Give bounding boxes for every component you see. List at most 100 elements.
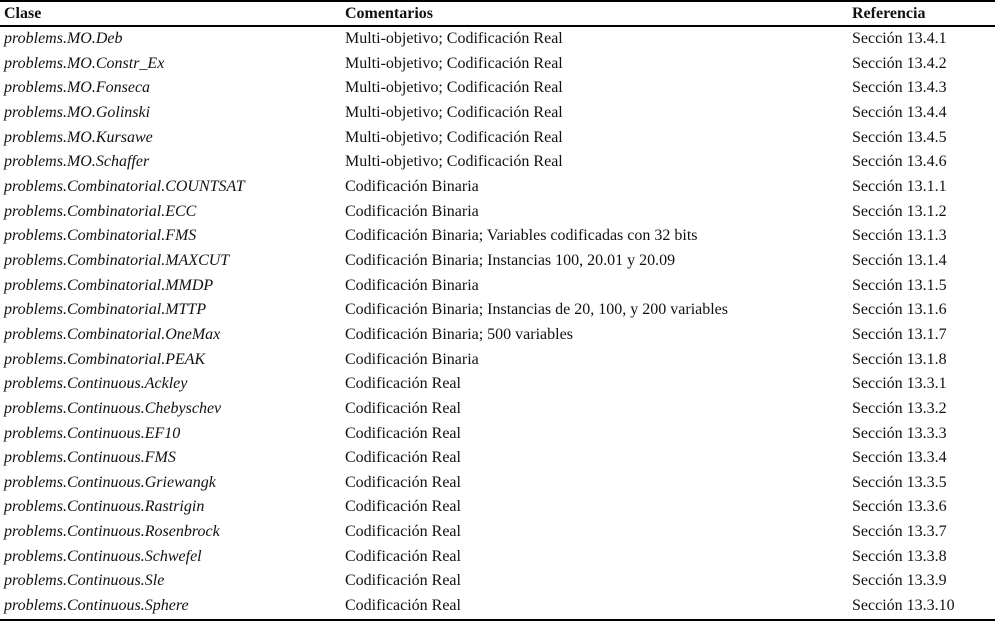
cell-comentarios: Codificación Binaria; Instancias de 20, … [345,301,729,319]
cell-comentarios: Multi-objetivo; Codificación Real [345,54,563,72]
cell-comentarios: Multi-objetivo; Codificación Real [345,153,563,171]
cell-clase: problems.Continuous.Rosenbrock [4,523,220,541]
cell-clase: problems.Continuous.Griewangk [4,473,216,491]
cell-referencia: Sección 13.1.5 [852,276,947,294]
cell-clase: problems.MO.Deb [4,30,123,47]
cell-referencia: Sección 13.4.2 [852,54,947,72]
cell-clase: problems.Continuous.Sphere [4,597,189,615]
cell-comentarios: Codificación Real [345,424,461,442]
table-row: problems.Combinatorial.MTTP Codificación … [0,298,995,323]
cell-clase: problems.Combinatorial.FMS [4,227,197,245]
cell-referencia: Sección 13.4.4 [852,103,947,121]
cell-comentarios: Multi-objetivo; Codificación Real [345,103,563,121]
table-row: problems.MO.Constr_Ex Multi-objetivo; Cod… [0,52,995,77]
table-row: problems.Combinatorial.ECC Codificación B… [0,200,995,225]
table-row: problems.Continuous.Schwefel Codificación… [0,545,995,570]
table-row: problems.MO.Golinski Multi-objetivo; Codi… [0,101,995,126]
cell-comentarios: Codificación Real [345,523,461,541]
cell-clase: problems.Continuous.FMS [4,449,176,467]
cell-clase: problems.Combinatorial.MMDP [4,276,214,294]
cell-comentarios: Codificación Binaria [345,276,479,294]
cell-referencia: Sección 13.1.4 [852,251,947,269]
cell-referencia: Sección 13.4.5 [852,128,947,146]
cell-referencia: Sección 13.4.1 [852,30,947,47]
header-row: Clase Comentarios Referencia [0,1,995,27]
cell-comentarios: Multi-objetivo; Codificación Real [345,79,563,97]
cell-clase: problems.MO.Kursawe [4,128,153,146]
column-header-comentarios: Comentarios [341,1,848,27]
cell-referencia: Sección 13.3.9 [852,572,947,590]
cell-clase: problems.Continuous.EF10 [4,424,181,442]
cell-clase: problems.Continuous.Sle [4,572,165,590]
cell-comentarios: Codificación Binaria; Instancias 100, 20… [345,251,676,269]
column-header-referencia: Referencia [848,1,995,27]
cell-clase: problems.Continuous.Schwefel [4,547,202,565]
cell-referencia: Sección 13.1.7 [852,325,947,343]
table-row: problems.Combinatorial.COUNTSAT Codificac… [0,175,995,200]
cell-clase: problems.Continuous.Ackley [4,375,188,393]
table-row: problems.Continuous.Chebyschev Codificaci… [0,397,995,422]
cell-referencia: Sección 13.4.3 [852,79,947,97]
cell-comentarios: Codificación Real [345,547,461,565]
cell-clase: problems.Combinatorial.MAXCUT [4,251,230,269]
table-row: problems.MO.Kursawe Multi-objetivo; Codif… [0,126,995,151]
cell-comentarios: Codificación Binaria [345,350,479,368]
column-header-clase: Clase [0,1,341,27]
cell-referencia: Sección 13.3.3 [852,424,947,442]
cell-comentarios: Codificación Real [345,449,461,467]
table-row: problems.Continuous.Griewangk Codificació… [0,471,995,496]
table-row: problems.Continuous.FMS Codificación Real… [0,446,995,471]
cell-comentarios: Codificación Real [345,498,461,516]
cell-clase: problems.MO.Schaffer [4,153,150,171]
cell-comentarios: Codificación Binaria [345,202,479,220]
cell-clase: problems.MO.Constr_Ex [4,54,165,72]
cell-referencia: Sección 13.1.1 [852,177,947,195]
cell-referencia: Sección 13.3.4 [852,449,947,467]
cell-referencia: Sección 13.1.6 [852,301,947,319]
cell-comentarios: Codificación Real [345,399,461,417]
cell-clase: problems.MO.Fonseca [4,79,151,97]
cell-referencia: Sección 13.3.10 [852,597,955,615]
table-row: problems.Continuous.Sle Codificación Real… [0,569,995,594]
table-row: problems.Continuous.Rastrigin Codificació… [0,495,995,520]
cell-comentarios: Multi-objetivo; Codificación Real [345,30,563,47]
cell-clase: problems.MO.Golinski [4,103,151,121]
cell-referencia: Sección 13.3.2 [852,399,947,417]
table-row: problems.Continuous.Sphere Codificación R… [0,594,995,620]
table-row: problems.Continuous.Ackley Codificación R… [0,372,995,397]
cell-referencia: Sección 13.3.6 [852,498,947,516]
cell-comentarios: Multi-objetivo; Codificación Real [345,128,563,146]
cell-referencia: Sección 13.3.1 [852,375,947,393]
cell-clase: problems.Continuous.Rastrigin [4,498,205,516]
cell-referencia: Sección 13.3.7 [852,523,947,541]
cell-clase: problems.Continuous.Chebyschev [4,399,222,417]
table-row: problems.MO.Schaffer Multi-objetivo; Codi… [0,150,995,175]
cell-comentarios: Codificación Real [345,597,461,615]
cell-clase: problems.Combinatorial.MTTP [4,301,207,319]
table-row: problems.Combinatorial.FMS Codificación B… [0,224,995,249]
cell-clase: problems.Combinatorial.OneMax [4,325,221,343]
cell-clase: problems.Combinatorial.COUNTSAT [4,177,245,195]
table-row: problems.MO.Fonseca Multi-objetivo; Codif… [0,76,995,101]
cell-referencia: Sección 13.4.6 [852,153,947,171]
table-row: problems.Continuous.Rosenbrock Codificaci… [0,520,995,545]
cell-comentarios: Codificación Real [345,375,461,393]
table-row: problems.Continuous.EF10 Codificación Rea… [0,422,995,447]
cell-comentarios: Codificación Binaria; 500 variables [345,325,573,343]
cell-referencia: Sección 13.1.2 [852,202,947,220]
cell-referencia: Sección 13.3.8 [852,547,947,565]
table-row: problems.MO.Deb Multi-objetivo; Codificac… [0,26,995,52]
cell-referencia: Sección 13.1.3 [852,227,947,245]
cell-referencia: Sección 13.3.5 [852,473,947,491]
cell-clase: problems.Combinatorial.ECC [4,202,197,220]
table-header: Clase Comentarios Referencia [0,1,995,27]
table-row: problems.Combinatorial.MMDP Codificación … [0,274,995,299]
cell-comentarios: Codificación Binaria; Variables codifica… [345,227,698,245]
cell-comentarios: Codificación Real [345,572,461,590]
cell-clase: problems.Combinatorial.PEAK [4,350,206,368]
table-body: problems.MO.Deb Multi-objetivo; Codificac… [0,26,995,620]
cell-comentarios: Codificación Real [345,473,461,491]
table-row: problems.Combinatorial.MAXCUT Codificació… [0,249,995,274]
